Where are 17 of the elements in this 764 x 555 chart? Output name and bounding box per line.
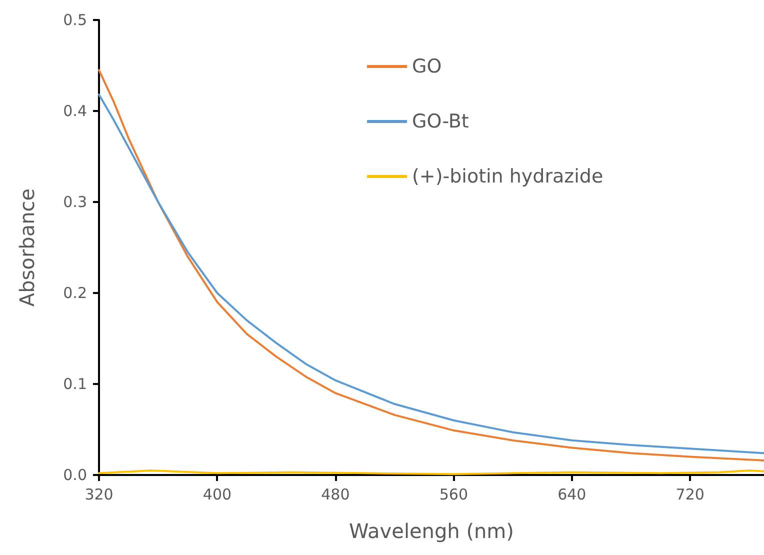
x-axis-title: Wavelengh (nm): [349, 519, 514, 543]
y-tick-label: 0.2: [63, 284, 87, 302]
x-tick-label: 560: [439, 486, 468, 504]
x-tick-label: 720: [676, 486, 704, 504]
x-tick-label: 320: [84, 486, 114, 504]
y-axis-title: Absorbance: [15, 188, 39, 307]
y-tick-label: 0.3: [63, 193, 87, 211]
y-tick-label: 0.5: [63, 11, 87, 29]
x-tick-label: 400: [202, 486, 232, 504]
y-tick-label: 0.4: [63, 102, 87, 120]
x-tick-label: 640: [558, 486, 586, 504]
x-tick-label: 480: [321, 486, 350, 504]
legend-label: GO: [412, 56, 442, 78]
legend-label: GO-Bt: [412, 110, 469, 132]
y-tick-label: 0.1: [63, 375, 87, 393]
y-tick-label: 0.0: [63, 466, 87, 484]
legend-label: (+)-biotin hydrazide: [412, 166, 604, 188]
